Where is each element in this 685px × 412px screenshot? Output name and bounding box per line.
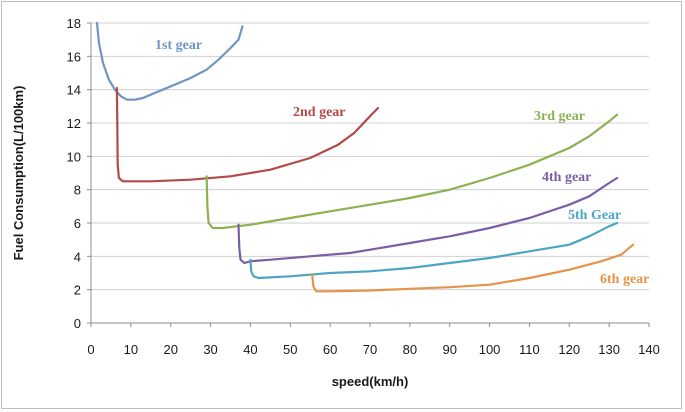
series-line (311, 243, 635, 293)
y-tick-label: 6 (74, 216, 81, 231)
x-tick-label: 100 (479, 342, 501, 357)
series-line (237, 176, 619, 265)
y-tick-label: 2 (74, 283, 81, 298)
y-axis-label: Fuel Consumption(L/100km) (11, 86, 26, 261)
x-axis-label: speed(km/h) (332, 374, 409, 389)
y-tick-label: 14 (67, 83, 81, 98)
series-label: 2nd gear (293, 105, 346, 120)
y-tick-label: 4 (74, 249, 81, 264)
series-line (115, 86, 380, 183)
x-tick-label: 140 (638, 342, 660, 357)
x-tick-label: 30 (203, 342, 217, 357)
x-tick-label: 130 (598, 342, 620, 357)
x-tick-label: 70 (363, 342, 377, 357)
x-tick-label: 60 (323, 342, 337, 357)
y-tick-label: 16 (67, 49, 81, 64)
x-tick-label: 0 (87, 342, 94, 357)
y-tick-labels: 0 2 4 6 8 10 12 14 16 18 (67, 16, 81, 331)
series-labels: 1st gear 2nd gear 3rd gear 4th gear 5th Gear… (155, 38, 649, 287)
x-tick-label: 90 (442, 342, 456, 357)
series-line (95, 21, 244, 101)
series-label: 5th Gear (568, 208, 621, 223)
grid-lines (91, 22, 649, 291)
x-tick-label: 80 (403, 342, 417, 357)
x-tick-label: 20 (163, 342, 177, 357)
series-label: 4th gear (542, 170, 591, 185)
series-label: 6th gear (600, 272, 649, 287)
series-line (205, 113, 619, 230)
x-tick-labels: 0 10 20 30 40 50 60 70 80 90 100 110 120 130 140 (87, 342, 659, 357)
x-tick-label: 40 (243, 342, 257, 357)
x-tick-label: 120 (558, 342, 580, 357)
x-tick-label: 110 (519, 342, 540, 357)
x-tick-label: 50 (283, 342, 297, 357)
series-line (249, 221, 619, 280)
y-tick-label: 10 (67, 149, 81, 164)
axes (87, 22, 650, 327)
y-tick-label: 0 (74, 316, 81, 331)
series-lines (95, 21, 635, 293)
x-tick-label: 10 (124, 342, 138, 357)
y-tick-label: 8 (74, 183, 81, 198)
series-label: 1st gear (155, 38, 202, 53)
y-tick-label: 12 (67, 116, 81, 131)
series-label: 3rd gear (534, 109, 585, 124)
y-tick-label: 18 (67, 16, 81, 31)
